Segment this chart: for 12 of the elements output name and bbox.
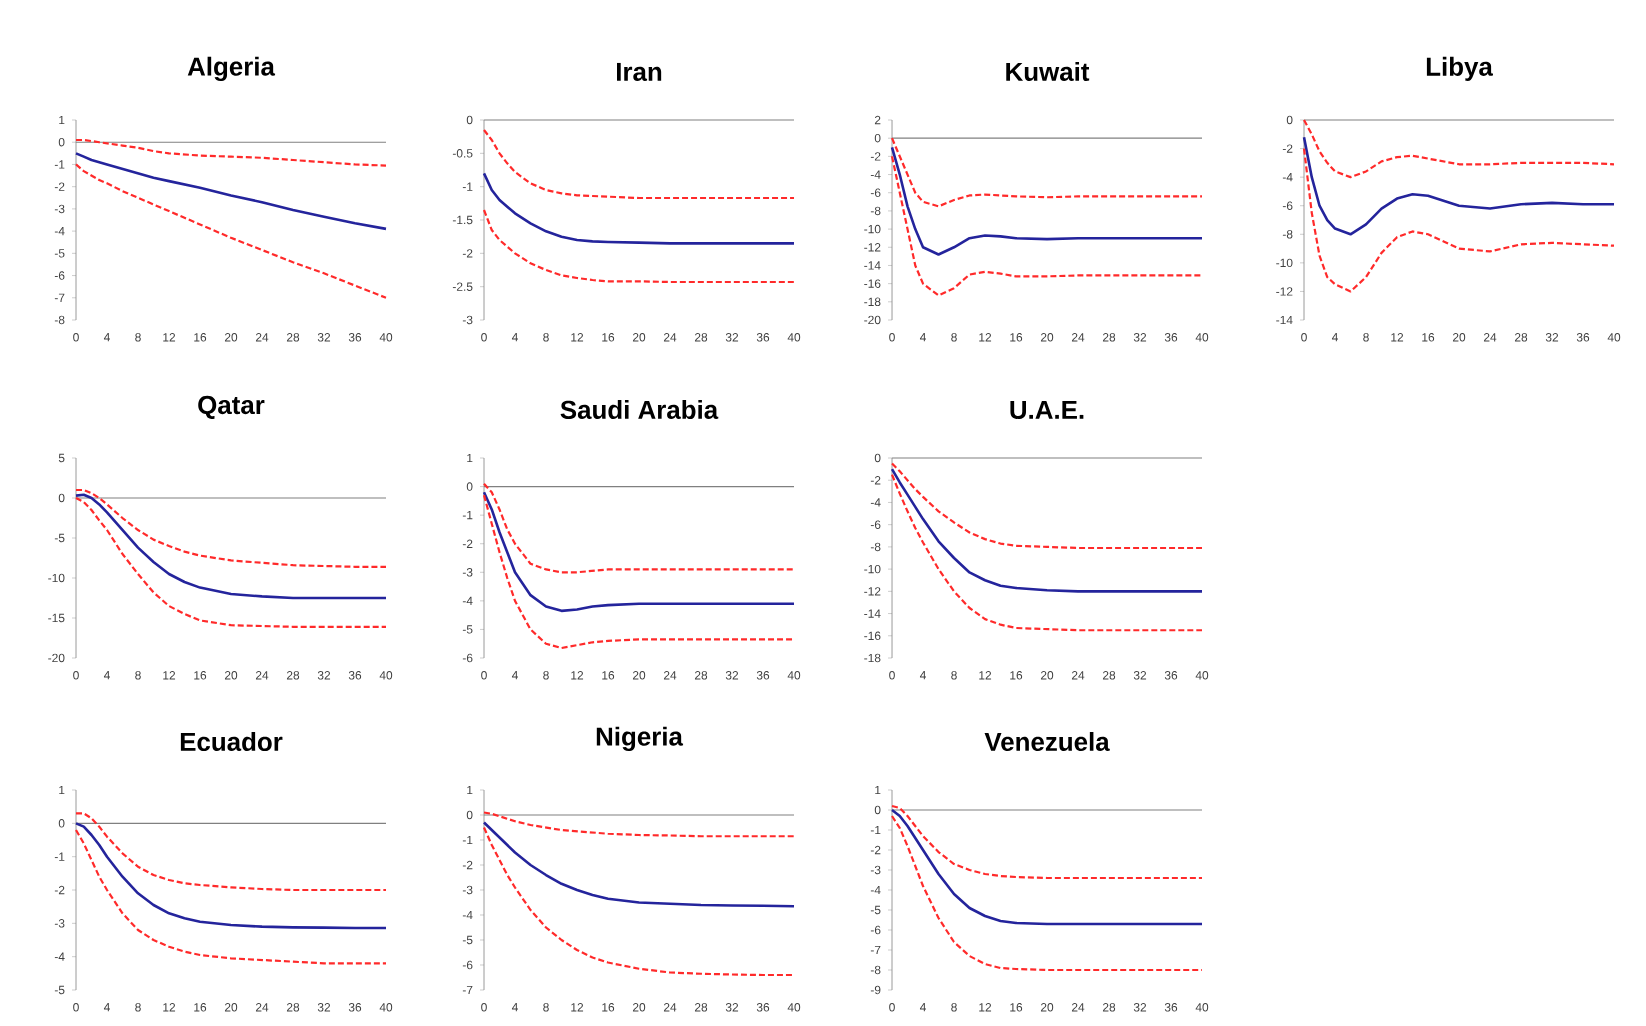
- line-series: [1302, 135, 1616, 236]
- line-series: [74, 822, 388, 930]
- chart-title: Venezuela: [984, 731, 1110, 752]
- chart-title: Algeria: [187, 56, 276, 82]
- chart-title: Qatar: [198, 395, 265, 420]
- chart-title: Iran: [616, 62, 662, 81]
- chart-title: Kuwait: [1006, 61, 1090, 81]
- chart-title: Libya: [1426, 56, 1494, 82]
- chart-title: U.A.E.: [1010, 400, 1084, 420]
- chart-title: Ecuador: [180, 731, 283, 752]
- chart-title: Nigeria: [596, 726, 684, 752]
- chart-title: Saudi Arabia: [560, 399, 719, 420]
